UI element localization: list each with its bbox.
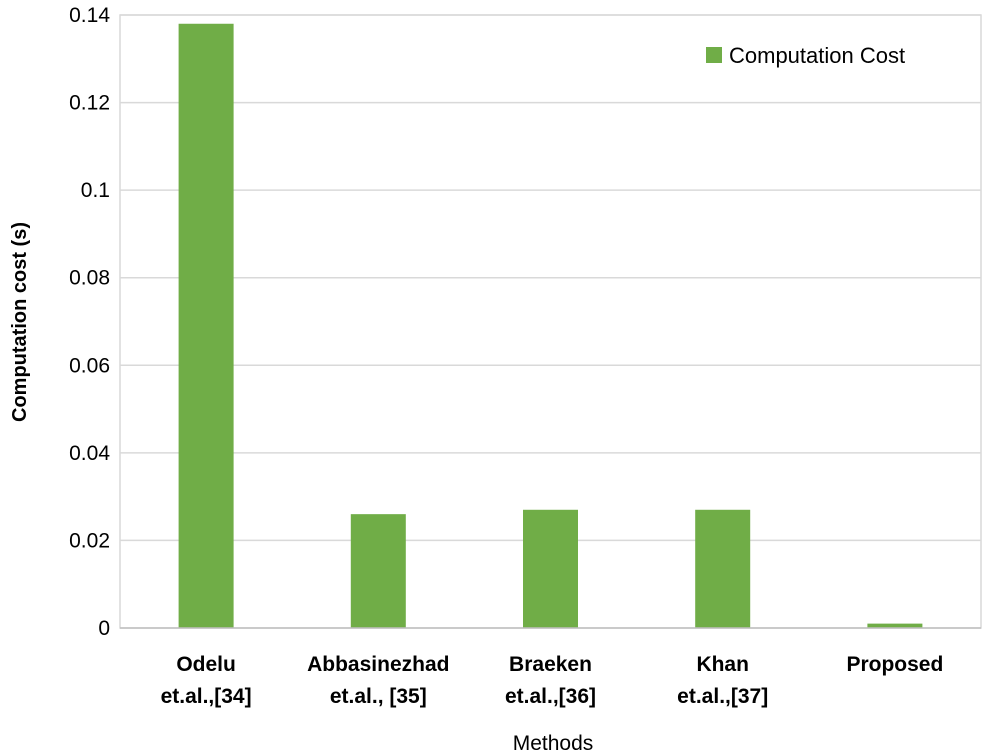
- y-axis-ticks: 0 0.02 0.04 0.06 0.08 0.1 0.12 0.14: [69, 4, 110, 640]
- gridlines: [120, 14, 981, 542]
- y-tick-label: 0.02: [69, 529, 110, 552]
- y-tick-label: 0.04: [69, 442, 110, 465]
- x-tick-label: Odelu: [176, 653, 236, 676]
- x-axis-title: Methods: [513, 732, 594, 755]
- x-axis-labels: Odelu et.al.,[34] Abbasinezhad et.al., [35]…: [161, 653, 944, 708]
- x-tick-label: et.al.,[34]: [161, 685, 252, 708]
- bar: [695, 509, 751, 628]
- legend-swatch: [706, 47, 722, 63]
- legend: Computation Cost: [706, 43, 905, 68]
- bars: [178, 23, 923, 629]
- y-tick-label: 0.06: [69, 354, 110, 377]
- y-axis-title: Computation cost (s): [9, 222, 31, 422]
- y-tick-label: 0.14: [69, 4, 110, 27]
- bar: [867, 623, 923, 628]
- bar: [523, 509, 578, 628]
- x-tick-label: Abbasinezhad: [307, 653, 449, 676]
- legend-label: Computation Cost: [729, 43, 905, 68]
- y-tick-label: 0.08: [69, 267, 110, 290]
- x-tick-label: Braeken: [509, 653, 592, 676]
- x-tick-label: Proposed: [846, 653, 943, 676]
- x-tick-label: Khan: [696, 653, 749, 676]
- y-tick-label: 0.1: [81, 179, 110, 202]
- x-tick-label: et.al.,[36]: [505, 685, 596, 708]
- y-tick-label: 0.12: [69, 92, 110, 115]
- bar: [350, 514, 406, 628]
- x-tick-label: et.al., [35]: [330, 685, 427, 708]
- x-tick-label: et.al.,[37]: [677, 685, 768, 708]
- y-tick-label: 0: [98, 617, 110, 640]
- bar: [178, 23, 234, 629]
